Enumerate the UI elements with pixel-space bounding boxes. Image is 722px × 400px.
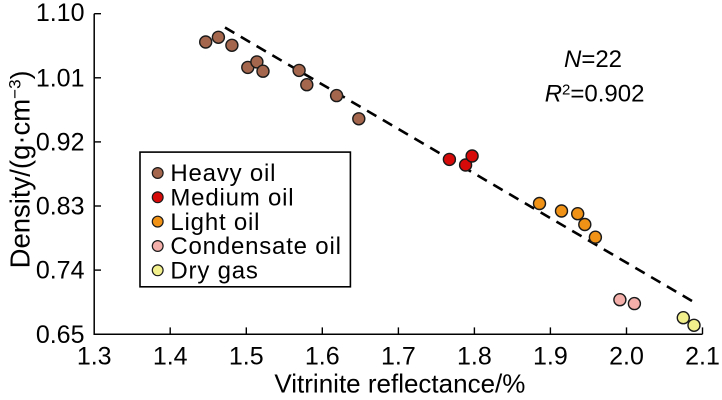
svg-text:2.1: 2.1 <box>685 342 720 370</box>
svg-text:Vitrinite reflectance/%: Vitrinite reflectance/% <box>274 369 525 399</box>
svg-text:0.74: 0.74 <box>36 257 85 285</box>
svg-text:R2=0.902: R2=0.902 <box>545 81 645 108</box>
svg-text:0.92: 0.92 <box>36 129 85 157</box>
svg-text:Dry gas: Dry gas <box>170 258 258 285</box>
svg-text:1.01: 1.01 <box>36 64 85 92</box>
svg-text:1.3: 1.3 <box>77 342 112 370</box>
svg-text:Heavy oil: Heavy oil <box>170 160 276 187</box>
svg-text:2.0: 2.0 <box>609 342 644 370</box>
svg-text:0.83: 0.83 <box>36 193 85 221</box>
svg-text:1.5: 1.5 <box>229 342 264 370</box>
svg-text:N=22: N=22 <box>564 46 622 73</box>
svg-text:1.6: 1.6 <box>305 342 340 370</box>
svg-text:Density/(g·cm−3): Density/(g·cm−3) <box>5 71 36 269</box>
svg-text:1.9: 1.9 <box>533 342 568 370</box>
svg-text:0.65: 0.65 <box>36 321 85 349</box>
svg-text:1.10: 1.10 <box>36 0 85 27</box>
svg-text:1.4: 1.4 <box>153 342 188 370</box>
svg-text:Condensate oil: Condensate oil <box>170 233 341 260</box>
svg-text:1.8: 1.8 <box>457 342 492 370</box>
svg-text:1.7: 1.7 <box>381 342 416 370</box>
svg-text:Light oil: Light oil <box>170 209 260 236</box>
svg-text:Medium oil: Medium oil <box>170 185 294 212</box>
